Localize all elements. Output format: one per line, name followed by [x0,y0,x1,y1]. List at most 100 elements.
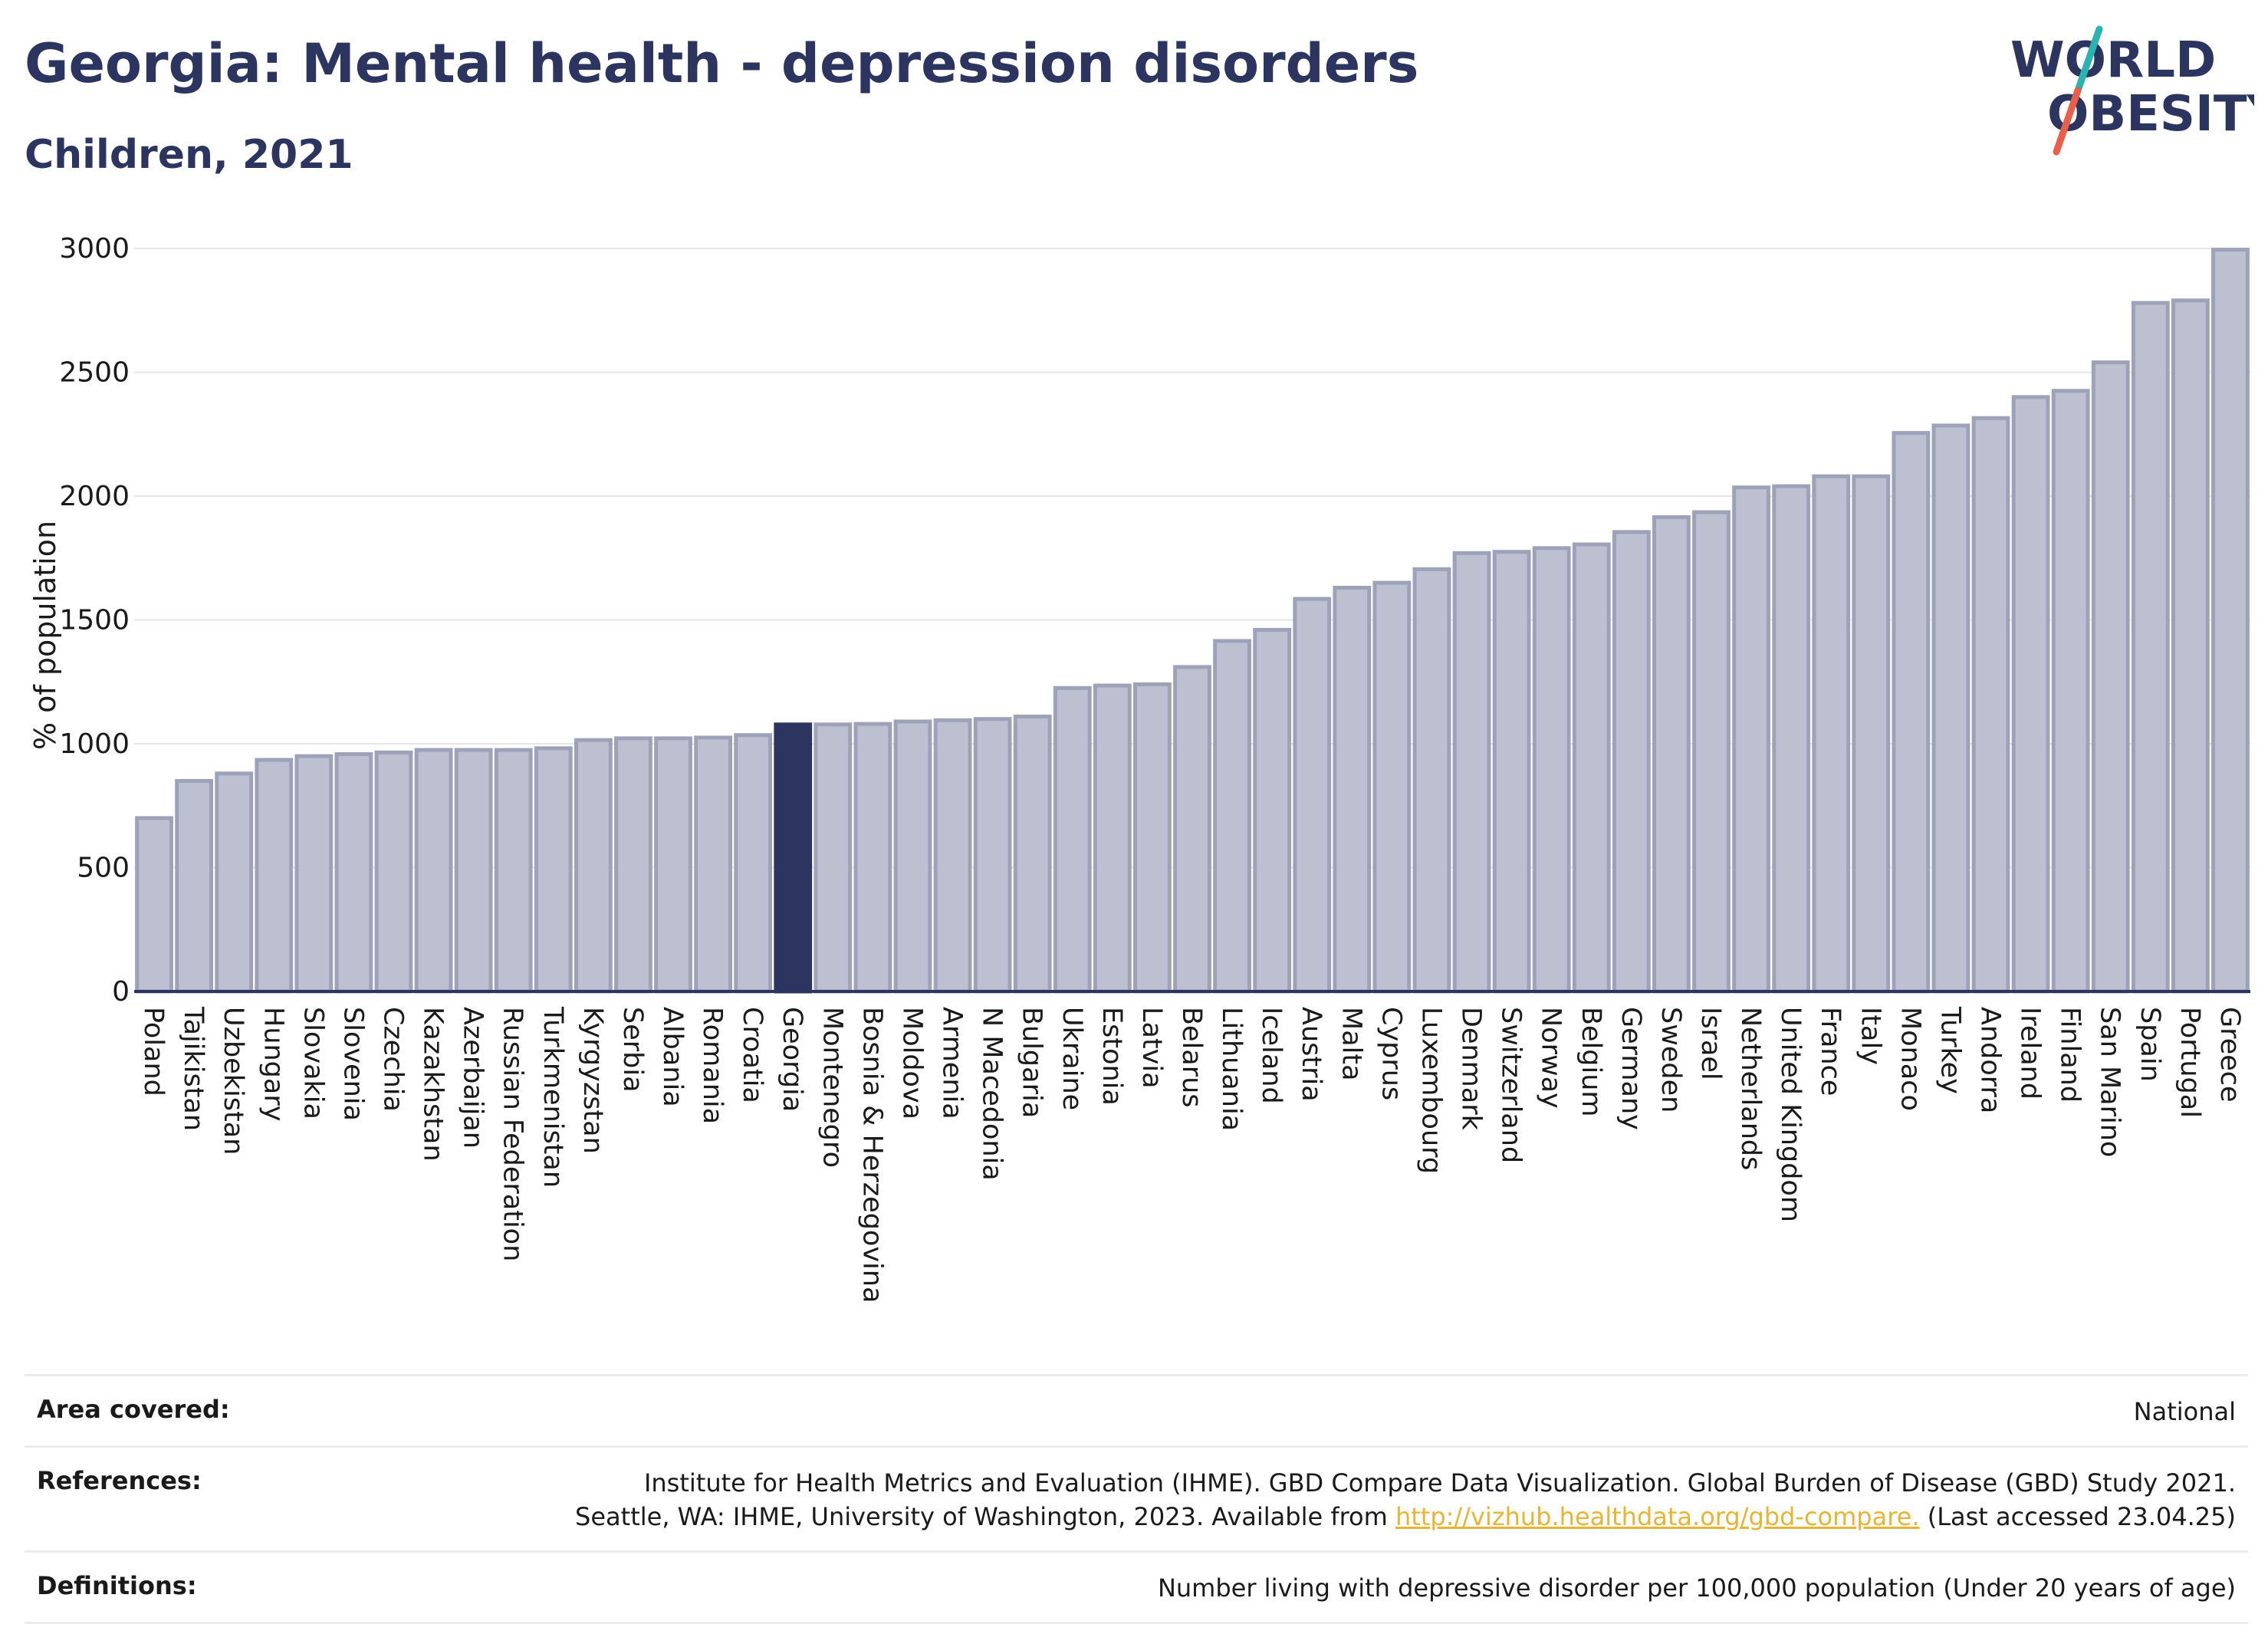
x-tick-label: Czechia [377,1007,408,1112]
page-subtitle: Children, 2021 [25,132,353,178]
x-tick-label: Albania [657,1007,688,1107]
x-tick-label: Italy [1855,1007,1885,1065]
x-tick-label: Belarus [1176,1007,1207,1108]
y-tick-label: 0 [112,976,130,1008]
page-title: Georgia: Mental health - depression diso… [25,32,1419,95]
x-tick-label: Belgium [1576,1007,1606,1117]
x-tick-label: Andorra [1975,1007,2006,1113]
bar [2171,298,2210,994]
y-axis-label: % of population [28,521,62,750]
y-tick-label: 1500 [59,605,130,636]
x-tick-label: Bulgaria [1017,1007,1047,1118]
x-tick-label: Luxembourg [1415,1007,1446,1174]
y-tick-label: 1000 [59,728,130,760]
definitions-value: Number living with depressive disorder p… [1157,1573,2236,1603]
x-tick-label: Russian Federation [498,1007,528,1261]
bar [494,748,533,994]
references-label: References: [37,1466,202,1495]
bar [1772,484,1811,994]
bar [1492,550,1531,994]
x-tick-label: San Marino [2095,1007,2125,1157]
bar [1253,627,1292,994]
bar [294,754,334,994]
bar [1652,515,1691,994]
bar [1372,580,1412,994]
x-tick-label: Kyrgyzstan [577,1007,608,1154]
bar [374,750,413,994]
bar [2131,301,2170,994]
bar [1452,551,1491,994]
x-tick-label: Azerbaijan [458,1007,488,1149]
x-tick-label: Switzerland [1496,1007,1527,1163]
definitions-label: Definitions: [37,1571,197,1600]
bar [1812,474,1851,994]
x-tick-label: Iceland [1256,1007,1287,1104]
area-label: Area covered: [37,1395,230,1424]
bar-chart: 0 500 1000 1500 2000 2500 3000 Poland Tajikista… [28,233,2250,1303]
bar [215,771,254,994]
x-tick-label: Finland [2055,1007,2086,1103]
logo-slash-teal [2074,25,2103,94]
bar [1971,416,2010,994]
bar [135,816,173,994]
logo-text-world: WORLD [2010,32,2216,89]
bar [1013,714,1052,994]
bar [1931,423,1971,994]
bar [574,738,613,994]
references-link[interactable]: http://vizhub.healthdata.org/gbd-compare… [1395,1502,1920,1531]
x-tick-label: Kazakhstan [418,1007,449,1162]
bar [1692,510,1731,994]
x-tick-label: Serbia [617,1007,648,1093]
bar [893,719,932,994]
x-tick-label: N Macedonia [977,1007,1007,1181]
x-tick-label: Bosnia & Herzegovina [856,1007,887,1303]
x-tick-label: Armenia [937,1007,968,1119]
bar [255,758,294,994]
x-tick-label: Cyprus [1376,1007,1406,1100]
x-tick-label: Moldova [896,1007,927,1119]
bar [1173,665,1211,994]
x-tick-label: Germany [1616,1007,1646,1130]
x-tick-label: Slovenia [337,1007,368,1121]
x-tick-label: Ukraine [1057,1007,1087,1110]
x-tick-label: Croatia [737,1007,768,1103]
bar [933,718,972,994]
references-value: Institute for Health Metrics and Evaluat… [575,1466,2236,1534]
x-tick-label: Georgia [777,1007,807,1112]
bar [973,717,1012,994]
x-axis-labels: Poland Tajikistan Uzbekistan Hungary Slovaki… [138,1006,2245,1303]
bars [135,248,2250,994]
world-obesity-logo: WORLD OBESITY [2010,25,2254,156]
bar [1852,474,1891,994]
x-tick-label: Norway [1536,1007,1566,1109]
x-tick-label: Spain [2135,1007,2165,1082]
bar [534,746,573,994]
bar [654,736,692,994]
bar [1293,597,1332,994]
bar [414,748,453,994]
x-tick-label: Netherlands [1735,1007,1766,1170]
bar [2051,389,2090,994]
x-tick-label: Lithuania [1216,1007,1247,1131]
y-tick-label: 2500 [59,357,130,389]
bar [1333,586,1372,994]
logo-text-obesity: OBESITY [2047,86,2254,143]
footer-row-references: References: Institute for Health Metrics… [25,1445,2248,1550]
bar [1532,546,1571,994]
bar [694,735,732,994]
y-axis-ticks: 0 500 1000 1500 2000 2500 3000 [59,233,130,1008]
x-tick-label: Turkey [1934,1006,1965,1094]
bar [853,722,892,994]
bar [175,778,214,994]
x-tick-label: Tajikistan [178,1006,209,1131]
references-line1: Institute for Health Metrics and Evaluat… [643,1468,2236,1498]
x-tick-label: Turkmenistan [537,1006,568,1188]
x-tick-label: Ireland [2015,1007,2046,1100]
bar [1412,567,1451,994]
bar [1213,639,1251,994]
bar-highlighted [774,722,813,994]
bar [454,748,493,994]
bar [334,752,373,994]
x-tick-label: Monaco [1895,1007,1925,1111]
x-tick-label: Denmark [1456,1007,1487,1131]
